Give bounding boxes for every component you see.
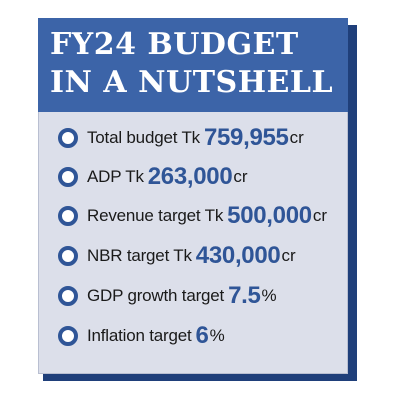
- title-line-2: IN A NUTSHELL: [50, 65, 334, 100]
- item-value: 759,955: [203, 124, 289, 151]
- item-unit: %: [261, 286, 277, 305]
- item-unit: cr: [281, 246, 296, 265]
- item-unit: cr: [289, 128, 304, 147]
- item-value: 7.5: [228, 282, 261, 309]
- item-value: 500,000: [227, 202, 312, 229]
- item-label: Total budget Tk: [87, 128, 200, 147]
- item-label: ADP Tk: [87, 167, 144, 186]
- item-value: 6: [195, 322, 209, 349]
- item-label: GDP growth target: [87, 286, 225, 305]
- bullet-icon: [58, 128, 78, 148]
- item-unit: cr: [233, 167, 248, 186]
- item-unit: %: [209, 326, 225, 345]
- item-unit: cr: [312, 206, 327, 225]
- item-label: NBR target Tk: [87, 246, 192, 265]
- list-item-revenue-target: Revenue target Tk 500,000 cr: [58, 200, 327, 232]
- list-item-inflation: Inflation target 6 %: [58, 320, 225, 352]
- bullet-icon: [58, 246, 78, 266]
- title-banner: FY24 BUDGET IN A NUTSHELL: [38, 18, 348, 112]
- bullet-icon: [58, 206, 78, 226]
- item-value: 263,000: [147, 163, 233, 190]
- list-item-gdp-growth: GDP growth target 7.5 %: [58, 280, 277, 312]
- bullet-icon: [58, 286, 78, 306]
- bullet-icon: [58, 167, 78, 187]
- list-item-total-budget: Total budget Tk 759,955 cr: [58, 122, 304, 154]
- list-item-nbr-target: NBR target Tk 430,000 cr: [58, 240, 296, 272]
- item-value: 430,000: [195, 242, 281, 269]
- title-line-1: FY24 BUDGET: [50, 27, 299, 62]
- item-label: Inflation target: [87, 326, 192, 345]
- list-item-adp: ADP Tk 263,000 cr: [58, 161, 248, 193]
- bullet-icon: [58, 326, 78, 346]
- item-label: Revenue target Tk: [87, 206, 224, 225]
